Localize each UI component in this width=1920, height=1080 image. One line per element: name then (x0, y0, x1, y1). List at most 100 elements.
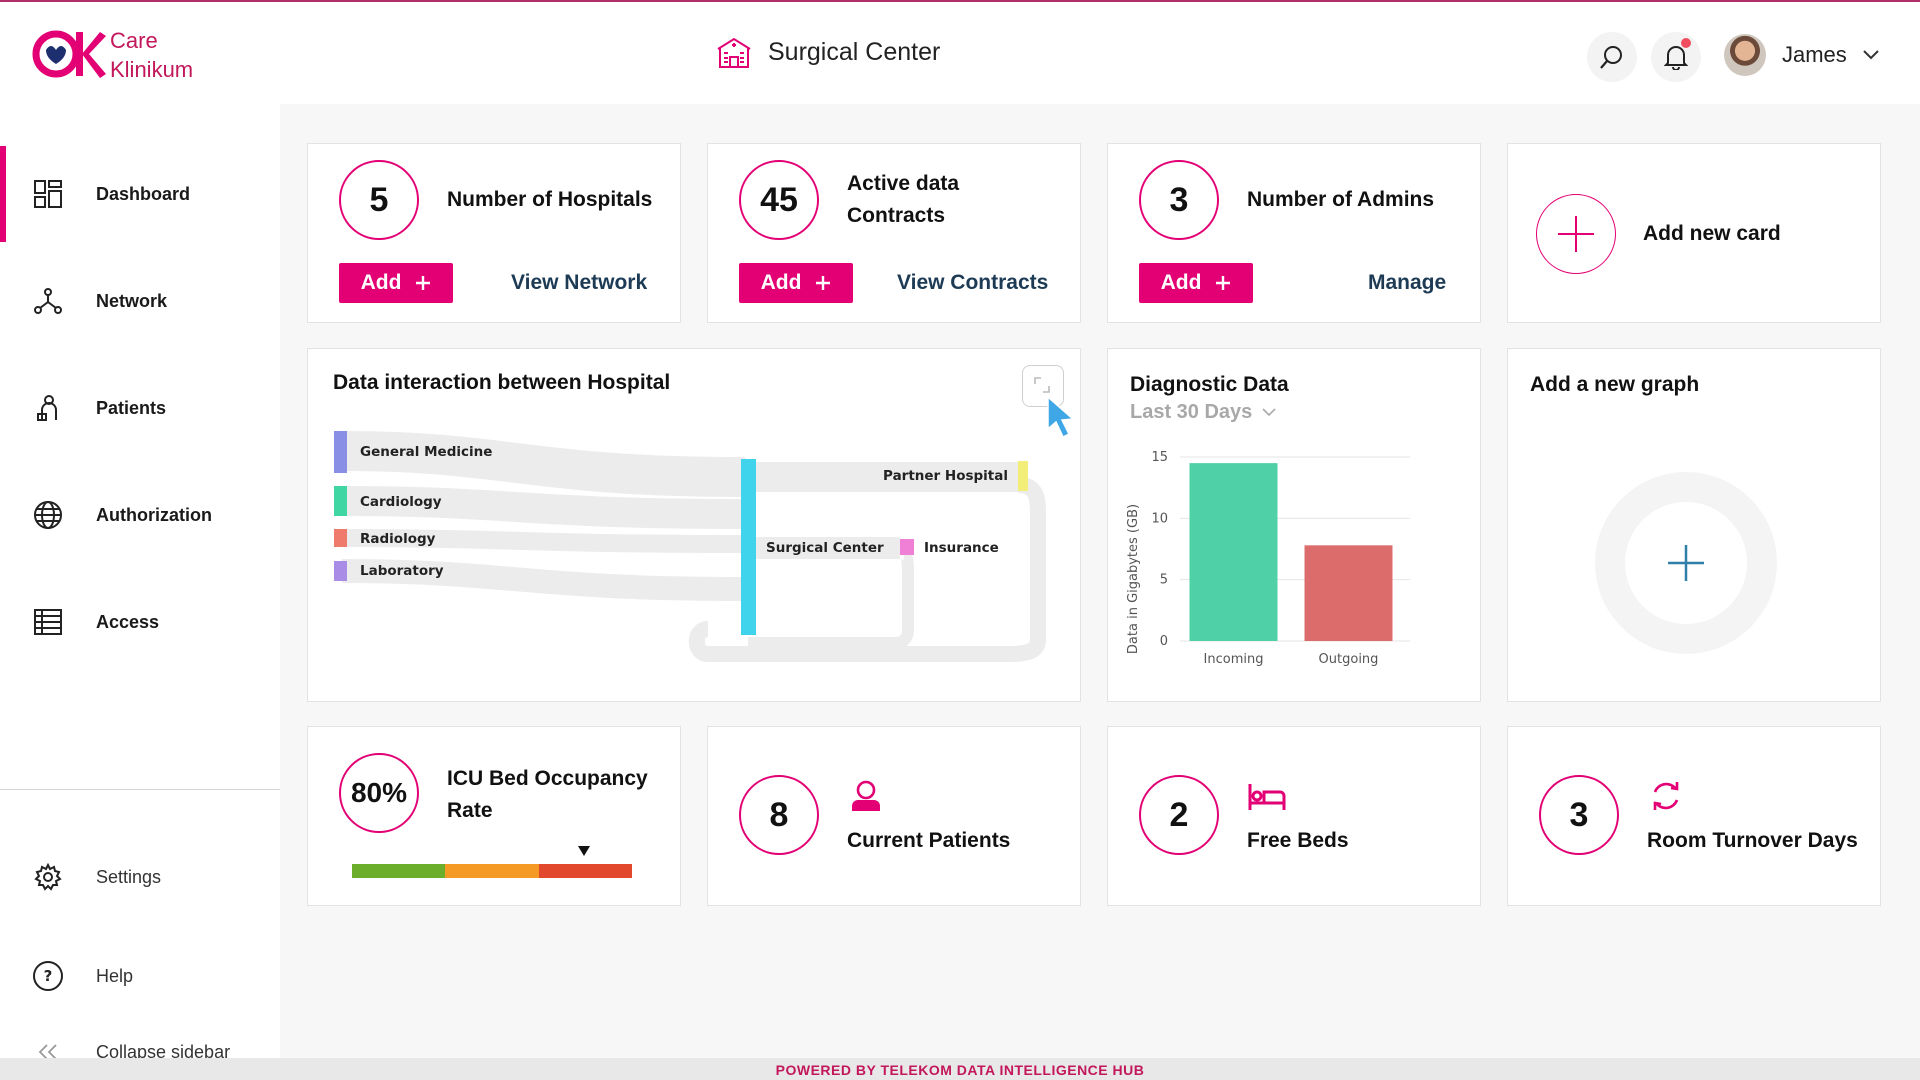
hospital-icon (717, 37, 751, 68)
access-grid-icon (32, 606, 64, 638)
add-graph-card[interactable]: Add a new graph (1507, 348, 1881, 702)
sidebar-item-patients[interactable]: Patients (0, 368, 280, 448)
sidebar-item-label: Collapse sidebar (96, 1041, 231, 1062)
icu-title-line-2: Rate (447, 799, 493, 822)
admins-title: Number of Admins (1247, 188, 1435, 211)
sidebar-item-help[interactable]: ? Help (0, 936, 280, 1016)
top-accent-line (0, 0, 1920, 2)
sidebar-item-label: Patients (96, 397, 167, 418)
sidebar-item-authorization[interactable]: Authorization (0, 475, 280, 555)
sankey-label-cardiology: Cardiology (360, 494, 442, 510)
diagnostic-title: Diagnostic Data (1130, 373, 1289, 396)
view-network-link[interactable]: View Network (511, 271, 648, 294)
expand-icon (1034, 377, 1050, 393)
patients-icon (32, 392, 64, 424)
collapse-sidebar-button[interactable]: Collapse sidebar (0, 1012, 280, 1080)
network-icon (32, 285, 64, 317)
admins-card: 3 Number of Admins Add Manage (1107, 143, 1481, 323)
add-graph-button[interactable] (1625, 502, 1747, 624)
sidebar-item-network[interactable]: Network (0, 261, 280, 341)
sankey-flow (341, 529, 746, 553)
sankey-label-surgical-center: Surgical Center (766, 540, 884, 556)
hospitals-title: Number of Hospitals (447, 188, 653, 211)
sankey-node-laboratory (334, 561, 347, 581)
icu-rate-value: 80% (339, 753, 419, 833)
add-graph-ring (1595, 472, 1777, 654)
notification-dot (1681, 38, 1691, 48)
period-dropdown-value: Last 30 Days (1130, 401, 1253, 423)
contracts-title: Active data Contracts (847, 168, 959, 232)
gauge-segment-low (352, 864, 446, 878)
room-turnover-title: Room Turnover Days (1647, 829, 1858, 852)
add-button-label: Add (1160, 271, 1202, 294)
period-dropdown[interactable]: Last 30 Days (1130, 401, 1276, 424)
add-button-label: Add (760, 271, 802, 294)
double-chevron-left-icon (32, 1036, 64, 1068)
chevron-down-icon (1262, 408, 1276, 417)
expand-button[interactable] (1022, 365, 1064, 407)
current-patients-count: 8 (739, 775, 819, 855)
admins-count: 3 (1139, 160, 1219, 240)
manage-admins-link[interactable]: Manage (1368, 271, 1447, 294)
sidebar-item-access[interactable]: Access (0, 582, 280, 662)
person-icon (852, 780, 880, 811)
gauge-segment-mid (445, 864, 539, 878)
header: Care Klinikum Surgical Center James (0, 2, 1920, 104)
notifications-button[interactable] (1651, 32, 1701, 82)
free-beds-card: 2 Free Beds (1107, 726, 1481, 906)
dashboard-icon (32, 178, 64, 210)
user-menu[interactable]: James (1724, 32, 1879, 78)
plus-icon (416, 276, 431, 290)
current-patients-title: Current Patients (847, 829, 1011, 852)
svg-text:?: ? (44, 967, 53, 985)
sankey-flow (341, 486, 746, 529)
sankey-label-partner-hospital: Partner Hospital (883, 468, 1008, 484)
sankey-flow (688, 477, 1046, 662)
add-new-card[interactable]: Add new card (1507, 143, 1881, 323)
y-tick-label: 15 (1151, 451, 1168, 465)
add-admin-button[interactable]: Add (1139, 263, 1253, 303)
sidebar-item-settings[interactable]: Settings (0, 837, 280, 917)
sidebar-item-label: Help (96, 965, 134, 986)
sankey-node-partner-hospital (1018, 461, 1028, 491)
icu-title-line-1: ICU Bed Occupancy (447, 767, 648, 790)
add-card-label: Add new card (1643, 222, 1781, 245)
add-hospital-button[interactable]: Add (339, 263, 453, 303)
sidebar-item-label: Dashboard (96, 183, 191, 204)
room-turnover-count: 3 (1539, 775, 1619, 855)
user-name: James (1782, 42, 1847, 67)
search-button[interactable] (1587, 32, 1637, 82)
y-tick-label: 10 (1151, 511, 1168, 526)
view-contracts-link[interactable]: View Contracts (897, 271, 1049, 294)
sidebar-item-label: Settings (96, 866, 162, 887)
free-beds-count: 2 (1139, 775, 1219, 855)
brand-line-1: Care (110, 28, 158, 53)
bar-outgoing[interactable] (1304, 545, 1393, 641)
y-axis-label: Data in Gigabytes (GB) (1126, 504, 1141, 654)
chevron-down-icon (1863, 50, 1879, 60)
current-patients-card: 8 Current Patients (707, 726, 1081, 906)
add-contract-button[interactable]: Add (739, 263, 853, 303)
sidebar-item-label: Authorization (96, 504, 212, 525)
add-button-label: Add (360, 271, 402, 294)
sankey-label-insurance: Insurance (924, 540, 999, 556)
icu-title: ICU Bed Occupancy Rate (447, 763, 648, 827)
gear-icon (32, 861, 64, 893)
sidebar-item-dashboard[interactable]: Dashboard (0, 146, 280, 242)
sankey-node-general-medicine (334, 431, 347, 473)
contracts-count: 45 (739, 160, 819, 240)
bar-incoming[interactable] (1189, 463, 1278, 641)
brand-line-2: Klinikum (110, 57, 194, 82)
sidebar-item-label: Access (96, 611, 160, 632)
diagnostic-card: Diagnostic Data Last 30 Days Data in Gig… (1107, 348, 1481, 702)
sankey-flow (341, 559, 746, 601)
sidebar-item-label: Network (96, 290, 168, 311)
y-tick-label: 0 (1160, 634, 1168, 649)
plus-icon (1216, 276, 1231, 290)
location-title-text: Surgical Center (768, 37, 941, 66)
logo[interactable]: Care Klinikum (32, 24, 212, 84)
sankey-label-general-medicine: General Medicine (360, 444, 492, 460)
sankey-flow (341, 431, 746, 497)
contracts-title-line-2: Contracts (847, 204, 946, 227)
x-tick-label: Outgoing (1319, 652, 1379, 667)
